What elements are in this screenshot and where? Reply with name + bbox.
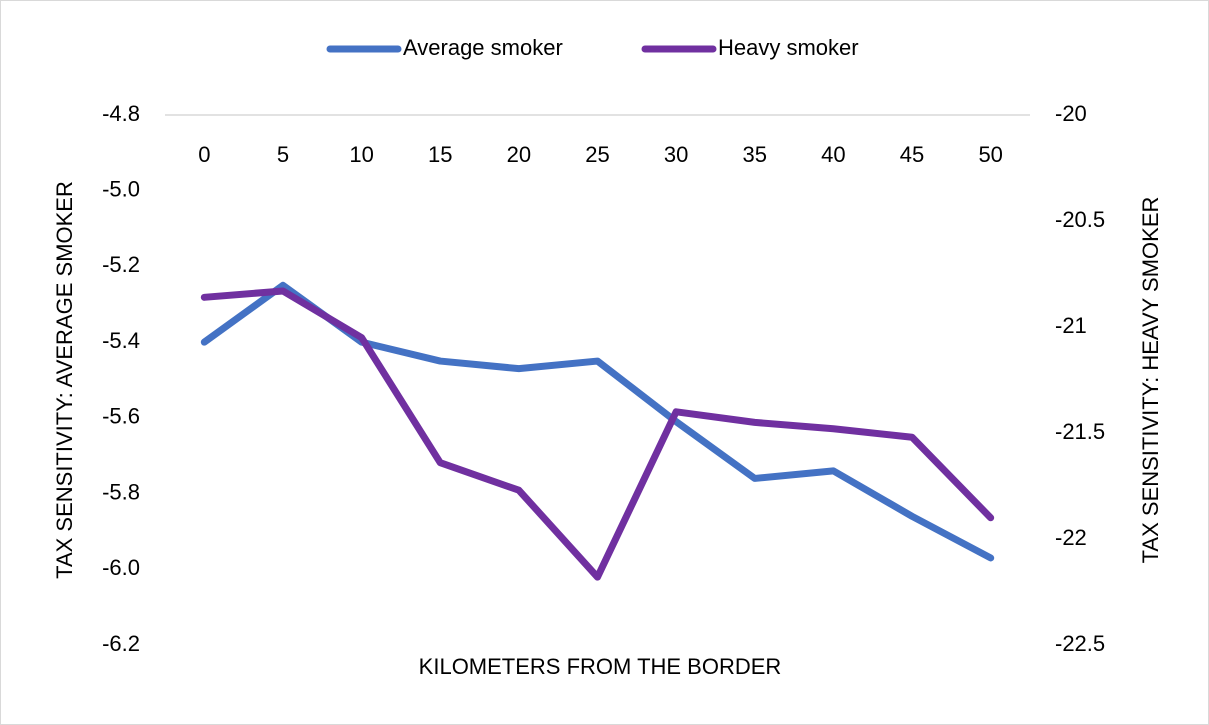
y-tick-label: -5.4 — [102, 328, 140, 353]
y2-axis-title: TAX SENSITIVITY: HEAVY SMOKER — [1138, 197, 1163, 564]
x-tick-label: 50 — [978, 142, 1002, 167]
x-tick-label: 30 — [664, 142, 688, 167]
y-axis-title: TAX SENSITIVITY: AVERAGE SMOKER — [52, 181, 77, 579]
y-tick-label: -5.2 — [102, 252, 140, 277]
x-tick-label: 5 — [277, 142, 289, 167]
y-tick-label: -5.6 — [102, 404, 140, 429]
x-tick-label: 45 — [900, 142, 924, 167]
legend-label: Heavy smoker — [718, 35, 859, 60]
y2-tick-label: -21.5 — [1055, 419, 1105, 444]
y-tick-label: -4.8 — [102, 101, 140, 126]
x-tick-label: 40 — [821, 142, 845, 167]
series-line — [200, 287, 995, 581]
y-tick-label: -6.0 — [102, 555, 140, 580]
y2-tick-label: -20.5 — [1055, 207, 1105, 232]
x-tick-label: 10 — [349, 142, 373, 167]
y-tick-label: -5.0 — [102, 177, 140, 202]
y-tick-label: -6.2 — [102, 631, 140, 656]
x-tick-label: 15 — [428, 142, 452, 167]
y2-tick-label: -20 — [1055, 101, 1087, 126]
x-tick-label: 0 — [198, 142, 210, 167]
x-tick-label: 35 — [743, 142, 767, 167]
y2-tick-label: -21 — [1055, 313, 1087, 338]
x-axis-title: KILOMETERS FROM THE BORDER — [419, 654, 782, 679]
y2-tick-label: -22.5 — [1055, 631, 1105, 656]
y-tick-label: -5.8 — [102, 479, 140, 504]
legend-label: Average smoker — [403, 35, 563, 60]
x-tick-label: 20 — [507, 142, 531, 167]
x-tick-label: 25 — [585, 142, 609, 167]
y2-tick-label: -22 — [1055, 525, 1087, 550]
